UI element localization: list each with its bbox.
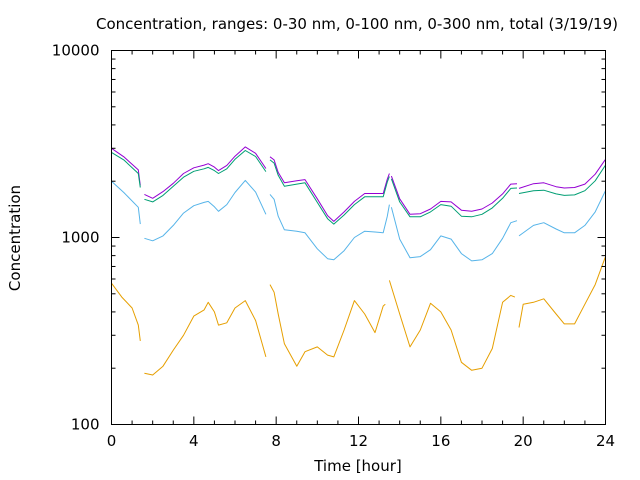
x-tick-label: 12 (349, 432, 368, 450)
y-tick-label: 1000 (61, 229, 99, 247)
series-line-1 (111, 146, 606, 222)
y-tick-label: 100 (71, 416, 100, 434)
x-tick-label: 24 (596, 432, 615, 450)
x-tick-label: 8 (271, 432, 281, 450)
x-tick-label: 4 (189, 432, 199, 450)
tick-layer: 0 4 8 12 16 20 24 100 1000 10000 (52, 42, 615, 451)
plot-frame (111, 50, 606, 425)
series-line-3 (111, 179, 606, 262)
series-layer (111, 146, 606, 376)
y-tick-label: 10000 (52, 42, 100, 60)
chart-title: Concentration, ranges: 0-30 nm, 0-100 nm… (96, 15, 618, 33)
series-line-4 (111, 256, 606, 376)
x-tick-label: 16 (431, 432, 450, 450)
x-axis-label: Time [hour] (313, 457, 402, 475)
y-axis-label: Concentration (6, 185, 24, 291)
series-line-2 (111, 150, 606, 225)
x-tick-label: 0 (107, 432, 117, 450)
x-tick-label: 20 (514, 432, 533, 450)
